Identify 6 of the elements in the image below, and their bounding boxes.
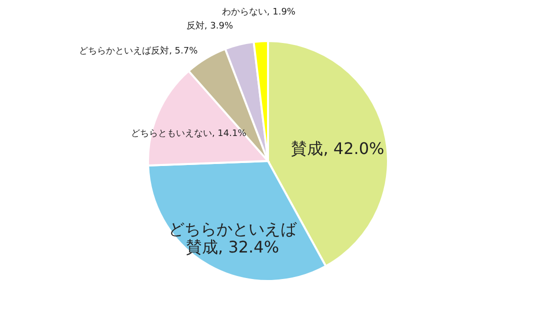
slice-label: どちらともいえない, 14.1%: [130, 128, 247, 139]
slice-label: どちらかといえば賛成, 32.4%: [168, 220, 298, 257]
slice-label: わからない, 1.9%: [222, 7, 296, 18]
slice-label: 反対, 3.9%: [186, 20, 234, 32]
slice-label: 賛成, 42.0%: [291, 139, 384, 158]
slice-label: どちらかといえば反対, 5.7%: [79, 46, 198, 57]
